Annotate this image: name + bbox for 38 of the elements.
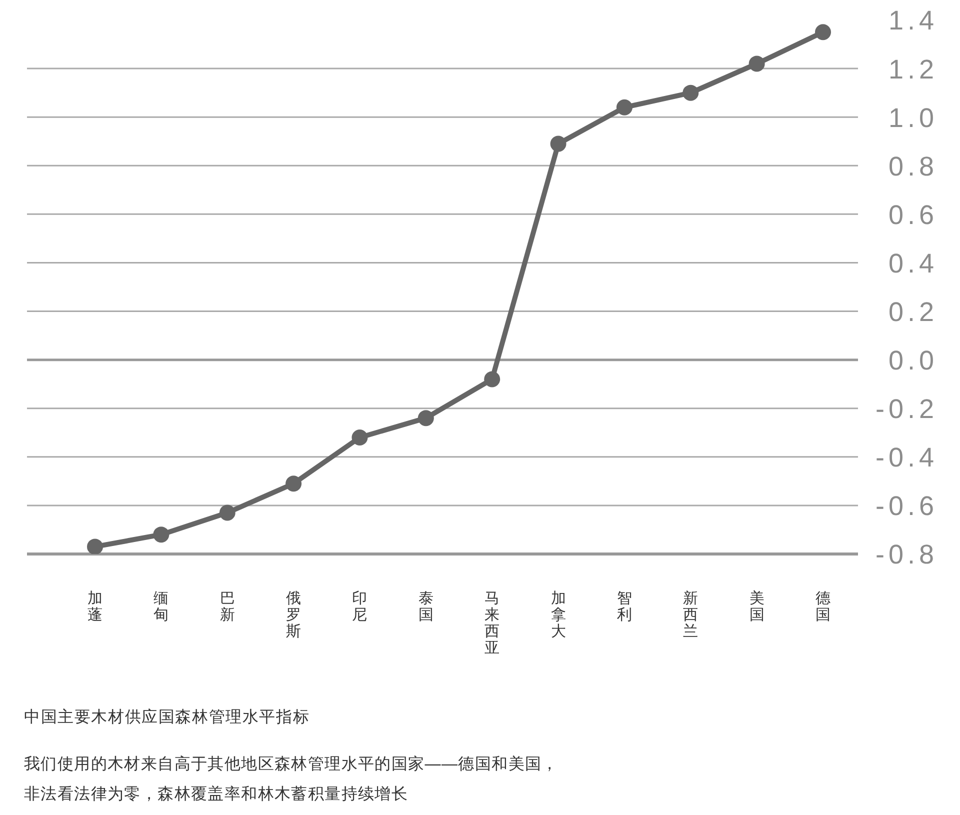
x-tick-label: 马来西亚 xyxy=(484,590,500,656)
x-tick-label: 泰国 xyxy=(418,590,434,624)
x-tick-label: 加蓬 xyxy=(88,590,102,624)
y-tick-label: 0.4 xyxy=(888,248,938,278)
point xyxy=(219,504,236,521)
point xyxy=(616,99,632,116)
point xyxy=(815,24,831,40)
x-tick-label: 加拿大 xyxy=(550,590,566,640)
point xyxy=(286,476,302,492)
x-tick-label: 智利 xyxy=(616,590,632,624)
point xyxy=(484,371,500,388)
point xyxy=(682,84,699,101)
point xyxy=(418,410,434,426)
point xyxy=(352,429,368,446)
y-tick-label: 0.0 xyxy=(888,346,938,376)
x-tick-label: 德国 xyxy=(816,590,830,624)
x-tick-label: 俄罗斯 xyxy=(286,590,302,640)
y-tick-label: -0.2 xyxy=(875,394,938,424)
y-tick-label: 0.8 xyxy=(888,151,938,182)
point xyxy=(87,538,103,554)
y-tick-label: 1.2 xyxy=(888,54,938,84)
y-tick-label: -0.8 xyxy=(875,540,938,570)
x-tick-label: 印尼 xyxy=(352,590,368,624)
x-tick-label: 美国 xyxy=(749,590,764,624)
point xyxy=(748,56,765,72)
text: 我们使用的木材来自高于其他地区森林管理水平的国家——德国和美国，非法看法律为零，森林覆盖率和林木蓄积量持续增长 xyxy=(24,754,560,805)
y-tick-label: 1.0 xyxy=(888,102,938,133)
y-tick-label: 1.4 xyxy=(888,6,938,36)
text: 中国主要木材供应国森林管理水平指标 xyxy=(24,708,311,728)
x-tick-label: 巴新 xyxy=(220,590,235,624)
y-tick-label: -0.4 xyxy=(875,442,938,473)
x-tick-label: 缅甸 xyxy=(154,590,169,624)
point xyxy=(550,136,566,152)
x-tick-label: 新西兰 xyxy=(683,590,698,640)
y-tick-label: -0.6 xyxy=(875,491,938,522)
point xyxy=(153,526,170,543)
y-tick-label: 0.2 xyxy=(888,296,938,327)
y-tick-label: 0.6 xyxy=(888,200,938,230)
